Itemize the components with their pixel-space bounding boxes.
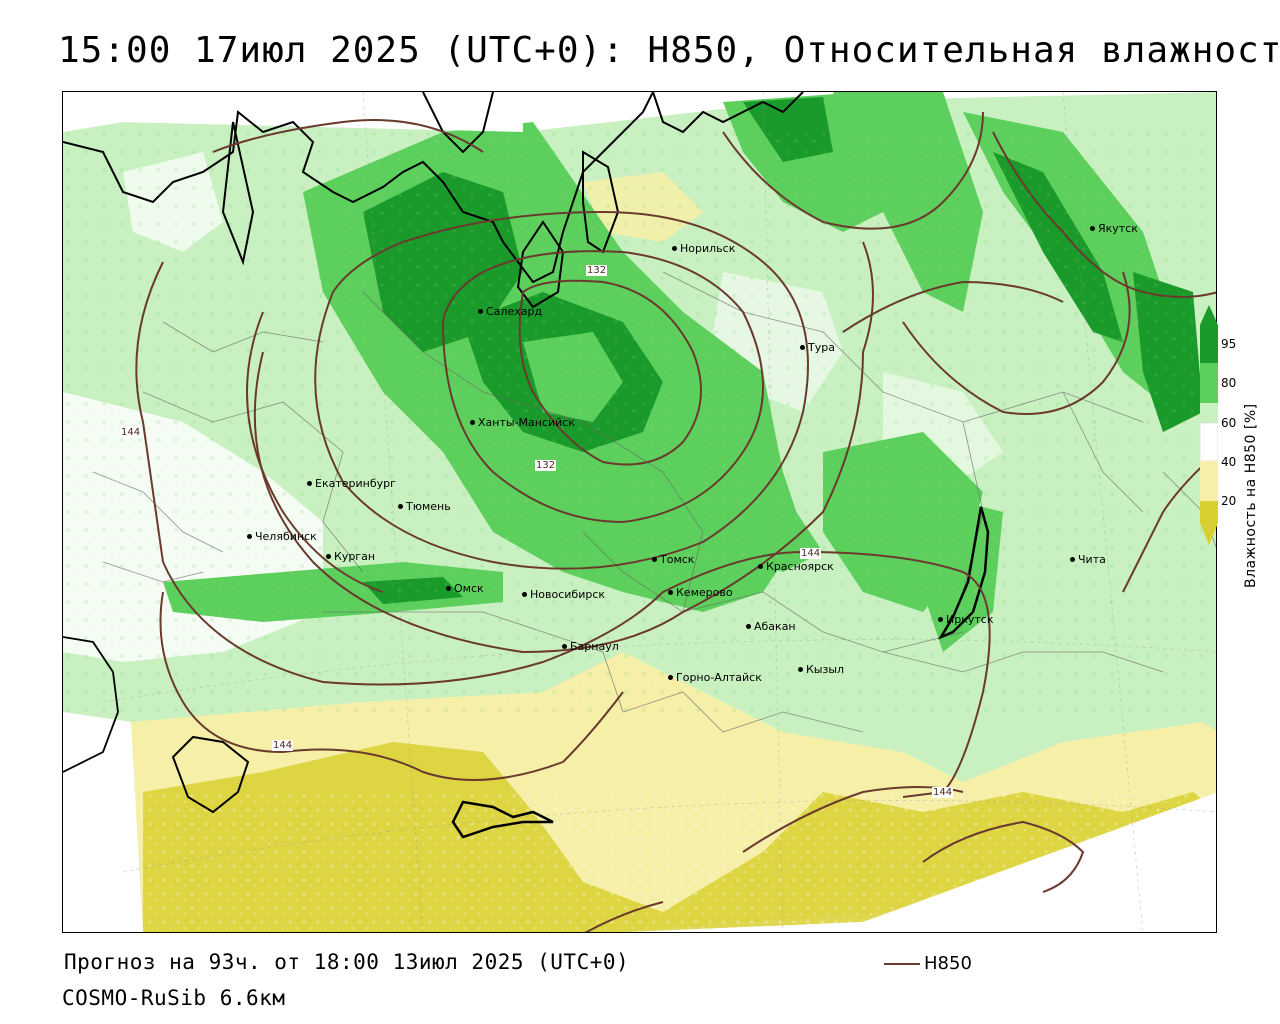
- city-gorno-altaysk: Горно-Алтайск: [668, 671, 762, 684]
- colorbar-title: Влажность на H850 [%]: [1243, 403, 1259, 588]
- city-khanty-mansiysk: Ханты-Мансийск: [470, 416, 575, 429]
- city-kyzyl: Кызыл: [797, 663, 845, 676]
- h850-legend-label: H850: [924, 953, 972, 974]
- lake-balkhash: [451, 800, 554, 839]
- h850-isolines: [135, 111, 1216, 932]
- city-chelyabinsk: Челябинск: [247, 530, 317, 543]
- isoline-label: 132: [586, 265, 608, 276]
- weather-map[interactable]: [62, 91, 1217, 933]
- isoline-label: 132: [535, 460, 557, 471]
- city-kurgan: Курган: [325, 550, 376, 563]
- isoline-label: 144: [272, 740, 294, 751]
- forecast-info: Прогноз на 93ч. от 18:00 13июл 2025 (UTC…: [64, 950, 630, 974]
- city-tura: Тура: [800, 341, 835, 354]
- colorbar-tick: 20: [1221, 494, 1237, 508]
- city-omsk: Омск: [446, 582, 484, 595]
- city-abakan: Абакан: [746, 620, 796, 633]
- isoline-label: 144: [120, 427, 142, 438]
- city-tyumen: Тюмень: [398, 500, 451, 513]
- city-novosibirsk: Новосибирск: [521, 588, 606, 601]
- city-krasnoyarsk: Красноярск: [758, 560, 834, 573]
- humidity-colorbar: [1200, 305, 1218, 545]
- city-kemerovo: Кемерово: [668, 586, 733, 599]
- city-yekaterinburg: Екатеринбург: [307, 477, 396, 490]
- h850-legend-line: [884, 963, 920, 965]
- isoline-label: 144: [932, 787, 954, 798]
- city-barnaul: Барнаул: [562, 640, 619, 653]
- coastline: [63, 92, 654, 284]
- colorbar-tick: 95: [1221, 337, 1237, 351]
- city-yakutsk: Якутск: [1090, 222, 1138, 235]
- colorbar-tick: 60: [1221, 416, 1237, 430]
- lake-baikal: [937, 506, 990, 640]
- city-tomsk: Томск: [651, 553, 695, 566]
- city-irkutsk: Иркутск: [937, 613, 994, 626]
- city-norilsk: Норильск: [671, 242, 736, 255]
- map-title: 15:00 17июл 2025 (UTC+0): H850, Относите…: [58, 30, 1280, 71]
- colorbar-tick: 40: [1221, 455, 1237, 469]
- city-chita: Чита: [1070, 553, 1106, 566]
- colorbar-tick: 80: [1221, 376, 1237, 390]
- city-salekhard: Салехард: [477, 305, 543, 318]
- map-canvas: [63, 92, 1216, 932]
- model-name: COSMO-RuSib 6.6км: [62, 986, 286, 1010]
- isoline-label: 144: [800, 548, 822, 559]
